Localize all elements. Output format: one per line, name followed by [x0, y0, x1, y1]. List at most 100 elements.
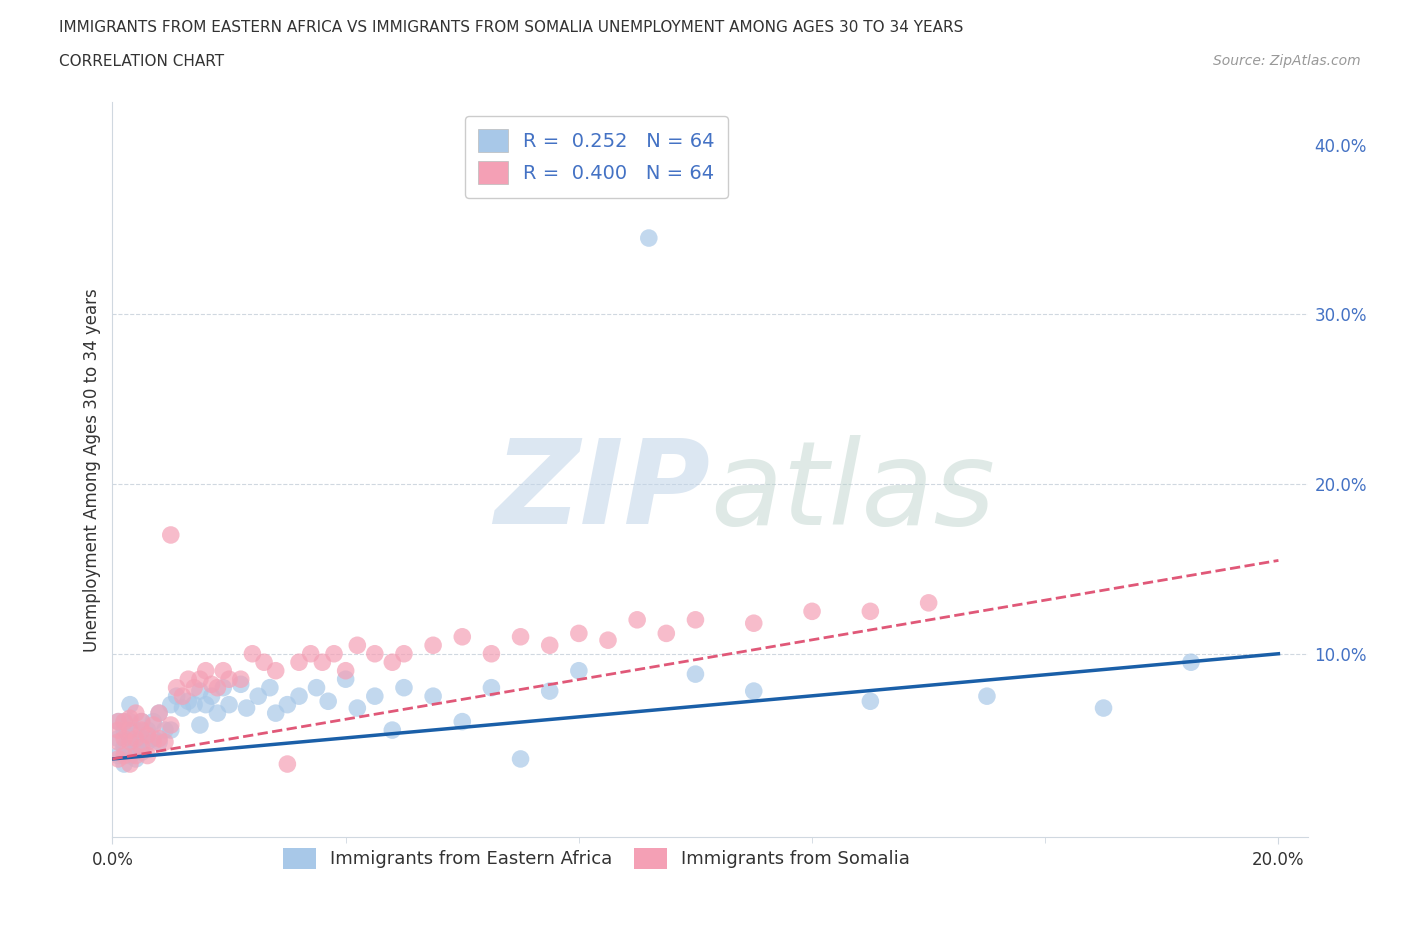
Point — [125, 731, 148, 746]
Y-axis label: Unemployment Among Ages 30 to 34 years: Unemployment Among Ages 30 to 34 years — [83, 287, 101, 652]
Point — [305, 680, 328, 695]
Point — [153, 723, 176, 737]
Point — [212, 680, 235, 695]
Point — [392, 646, 415, 661]
Point — [159, 718, 181, 733]
Point — [509, 630, 531, 644]
Point — [235, 700, 257, 715]
Point — [229, 677, 252, 692]
Point — [107, 731, 129, 746]
Point — [136, 735, 159, 750]
Point — [159, 698, 181, 712]
Point — [917, 595, 939, 610]
Point — [125, 723, 148, 737]
Point — [136, 723, 159, 737]
Point — [323, 646, 346, 661]
Point — [107, 723, 129, 737]
Point — [568, 663, 591, 678]
Point — [107, 748, 129, 763]
Point — [107, 714, 129, 729]
Point — [136, 728, 159, 743]
Point — [188, 671, 211, 686]
Point — [125, 739, 148, 754]
Point — [159, 527, 181, 542]
Point — [112, 731, 135, 746]
Point — [148, 731, 170, 746]
Point — [142, 735, 165, 750]
Point — [381, 723, 404, 737]
Point — [177, 671, 200, 686]
Point — [194, 698, 217, 712]
Point — [148, 706, 170, 721]
Point — [264, 663, 287, 678]
Point — [118, 757, 141, 772]
Point — [218, 671, 240, 686]
Point — [107, 735, 129, 750]
Point — [125, 748, 148, 763]
Point — [626, 612, 648, 627]
Point — [112, 714, 135, 729]
Point — [381, 655, 404, 670]
Point — [107, 714, 129, 729]
Point — [148, 735, 170, 750]
Point — [481, 646, 503, 661]
Point — [422, 689, 444, 704]
Point — [1092, 700, 1115, 715]
Point — [259, 680, 281, 695]
Point — [131, 731, 153, 746]
Point — [247, 689, 270, 704]
Point — [142, 731, 165, 746]
Point — [118, 748, 141, 763]
Point — [253, 655, 276, 670]
Point — [172, 700, 194, 715]
Point — [131, 745, 153, 760]
Point — [118, 731, 141, 746]
Point — [276, 757, 298, 772]
Point — [481, 680, 503, 695]
Text: atlas: atlas — [710, 434, 995, 549]
Point — [153, 735, 176, 750]
Point — [200, 689, 222, 704]
Point — [976, 689, 998, 704]
Point — [194, 663, 217, 678]
Point — [142, 718, 165, 733]
Point — [637, 231, 659, 246]
Point — [166, 689, 188, 704]
Point — [183, 698, 205, 712]
Point — [538, 638, 561, 653]
Point — [451, 714, 474, 729]
Point — [118, 735, 141, 750]
Legend: Immigrants from Eastern Africa, Immigrants from Somalia: Immigrants from Eastern Africa, Immigran… — [276, 841, 917, 876]
Point — [183, 680, 205, 695]
Point — [316, 694, 339, 709]
Point — [509, 751, 531, 766]
Point — [364, 689, 387, 704]
Point — [131, 723, 153, 737]
Point — [801, 604, 824, 618]
Point — [112, 714, 135, 729]
Point — [112, 723, 135, 737]
Point — [596, 632, 619, 647]
Point — [218, 698, 240, 712]
Point — [131, 714, 153, 729]
Point — [242, 646, 264, 661]
Point — [159, 723, 181, 737]
Point — [131, 739, 153, 754]
Point — [655, 626, 678, 641]
Point — [568, 626, 591, 641]
Text: Source: ZipAtlas.com: Source: ZipAtlas.com — [1213, 54, 1361, 68]
Point — [538, 684, 561, 698]
Point — [276, 698, 298, 712]
Point — [392, 680, 415, 695]
Point — [118, 698, 141, 712]
Point — [131, 714, 153, 729]
Point — [125, 751, 148, 766]
Point — [1180, 655, 1202, 670]
Point — [364, 646, 387, 661]
Point — [335, 663, 357, 678]
Point — [288, 655, 311, 670]
Point — [299, 646, 322, 661]
Point — [346, 638, 368, 653]
Point — [200, 677, 222, 692]
Point — [212, 663, 235, 678]
